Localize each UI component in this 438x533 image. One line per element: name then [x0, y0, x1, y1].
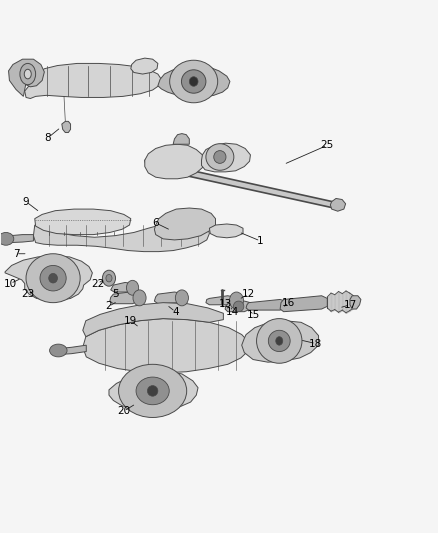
Ellipse shape: [206, 144, 234, 170]
Ellipse shape: [119, 365, 187, 417]
Ellipse shape: [276, 337, 283, 345]
Ellipse shape: [181, 70, 206, 93]
Polygon shape: [25, 63, 161, 99]
Text: 25: 25: [321, 140, 334, 150]
Text: 6: 6: [152, 218, 159, 228]
Polygon shape: [242, 321, 318, 362]
Polygon shape: [32, 286, 54, 296]
Polygon shape: [173, 134, 189, 144]
Ellipse shape: [127, 280, 139, 295]
Text: 9: 9: [23, 197, 29, 207]
Text: 15: 15: [247, 310, 261, 320]
Polygon shape: [246, 300, 286, 310]
Text: 2: 2: [106, 301, 112, 311]
Ellipse shape: [102, 270, 116, 286]
Polygon shape: [154, 208, 215, 240]
Text: 22: 22: [91, 279, 104, 288]
Polygon shape: [154, 292, 182, 304]
Polygon shape: [83, 319, 249, 373]
Text: 1: 1: [257, 236, 264, 246]
Polygon shape: [53, 345, 86, 355]
Text: 12: 12: [242, 289, 255, 299]
Ellipse shape: [233, 301, 244, 312]
Polygon shape: [35, 209, 131, 235]
Ellipse shape: [0, 232, 14, 245]
Polygon shape: [225, 301, 251, 312]
Text: 7: 7: [13, 249, 19, 259]
Polygon shape: [1, 235, 33, 243]
Ellipse shape: [40, 265, 66, 291]
Ellipse shape: [26, 254, 80, 303]
Polygon shape: [131, 58, 158, 74]
Polygon shape: [62, 122, 71, 133]
Text: 19: 19: [124, 316, 138, 326]
Ellipse shape: [170, 60, 218, 103]
Text: 23: 23: [21, 289, 35, 299]
Polygon shape: [145, 160, 334, 208]
Polygon shape: [111, 282, 133, 292]
Ellipse shape: [20, 63, 35, 85]
Ellipse shape: [214, 151, 226, 164]
Text: 16: 16: [282, 297, 296, 308]
Polygon shape: [5, 256, 92, 301]
Polygon shape: [110, 292, 140, 304]
Ellipse shape: [268, 330, 290, 352]
Polygon shape: [209, 224, 243, 238]
Text: 10: 10: [4, 279, 17, 288]
Ellipse shape: [257, 319, 302, 364]
Polygon shape: [109, 372, 198, 410]
Ellipse shape: [106, 274, 112, 282]
Ellipse shape: [175, 290, 188, 306]
Ellipse shape: [230, 292, 244, 309]
Polygon shape: [158, 66, 230, 98]
Text: 18: 18: [309, 338, 322, 349]
Polygon shape: [201, 143, 251, 172]
Ellipse shape: [189, 77, 198, 86]
Ellipse shape: [49, 344, 67, 357]
Text: 20: 20: [117, 406, 131, 416]
Text: 8: 8: [45, 133, 51, 143]
Text: 4: 4: [172, 306, 179, 317]
Text: 17: 17: [343, 300, 357, 310]
Text: 5: 5: [112, 289, 118, 299]
Polygon shape: [206, 296, 236, 305]
Ellipse shape: [136, 377, 169, 405]
Text: 13: 13: [219, 298, 232, 309]
Polygon shape: [350, 296, 361, 309]
Ellipse shape: [24, 69, 31, 79]
Ellipse shape: [148, 385, 158, 396]
Polygon shape: [9, 59, 44, 96]
Ellipse shape: [49, 273, 57, 283]
Polygon shape: [33, 223, 209, 252]
Polygon shape: [330, 198, 346, 211]
Polygon shape: [280, 296, 327, 312]
Polygon shape: [145, 144, 205, 179]
Ellipse shape: [133, 290, 146, 306]
Text: 14: 14: [226, 306, 239, 317]
Polygon shape: [83, 303, 223, 337]
